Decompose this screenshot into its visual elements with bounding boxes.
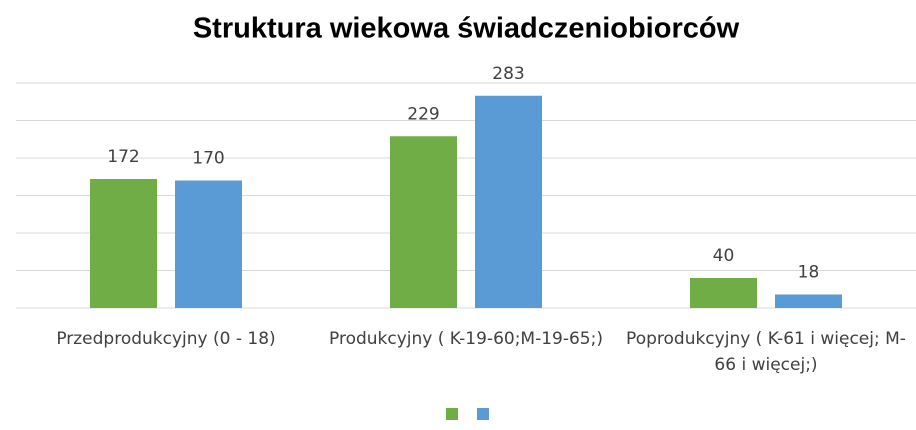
legend-swatch	[446, 408, 458, 420]
data-label: 40	[713, 246, 735, 266]
data-label: 283	[492, 64, 524, 84]
data-label: 18	[798, 263, 820, 283]
x-tick-label: Przedprodukcyjny (0 - 18)	[56, 329, 276, 349]
data-label: 229	[407, 104, 439, 124]
x-tick-label: Produkcyjny ( K-19-60;M-19-65;)	[329, 329, 603, 349]
chart-title: Struktura wiekowa świadczeniobiorców	[193, 13, 740, 45]
bar	[475, 95, 542, 308]
data-label: 172	[107, 147, 139, 167]
bar	[390, 136, 457, 308]
bar	[175, 180, 242, 308]
bar	[690, 278, 757, 308]
x-tick-label: Poprodukcyjny ( K-61 i więcej; M-66 i wi…	[626, 329, 906, 375]
data-label: 170	[192, 149, 224, 169]
bar	[775, 294, 842, 308]
legend-swatch	[477, 408, 489, 420]
bar	[90, 179, 157, 308]
